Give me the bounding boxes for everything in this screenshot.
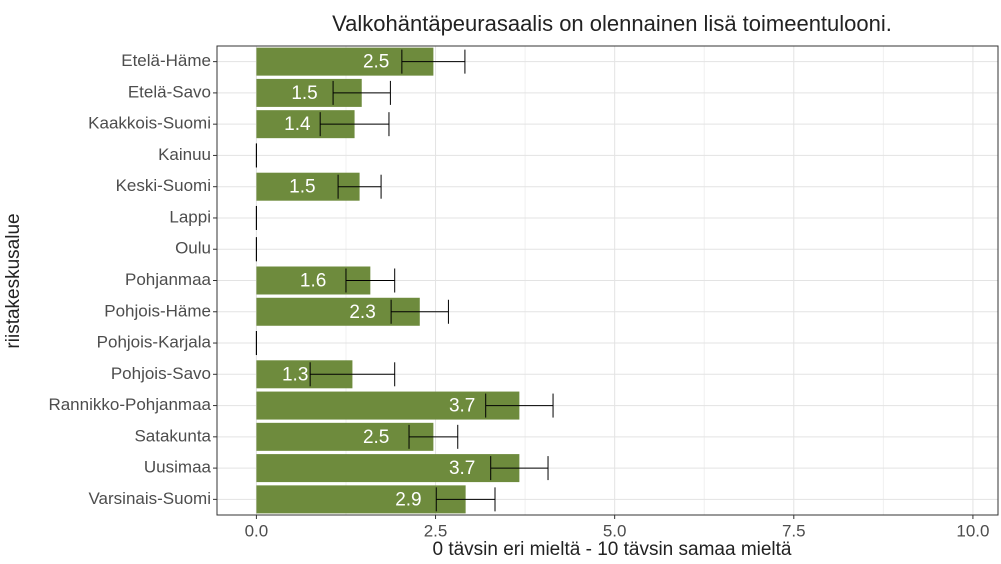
y-tick-label: Pohjois-Häme: [104, 301, 211, 320]
value-label: 2.5: [363, 52, 389, 73]
y-tick-label: Kainuu: [158, 145, 211, 164]
y-tick-label: Etelä-Savo: [128, 82, 211, 101]
y-tick-label: Rannikko-Pohjanmaa: [48, 395, 211, 414]
x-axis-title: 0 tävsin eri mieltä - 10 tävsin samaa mi…: [432, 539, 791, 560]
bar: [256, 422, 434, 451]
value-label: 1.6: [300, 271, 326, 292]
y-tick-label: Keski-Suomi: [116, 176, 211, 195]
y-tick-label: Kaakkois-Suomi: [88, 114, 211, 133]
x-tick-label: 5.0: [603, 521, 627, 540]
bar: [256, 485, 466, 514]
panel-border: [216, 45, 999, 516]
x-tick-label: 7.5: [782, 521, 806, 540]
value-label: 3.7: [449, 396, 475, 417]
value-label: 2.9: [395, 489, 421, 510]
value-label: 2.5: [363, 427, 389, 448]
y-tick-label: Etelä-Häme: [121, 51, 211, 70]
value-label: 3.7: [449, 458, 475, 479]
x-tick-label: 0.0: [245, 521, 269, 540]
value-label: 1.3: [282, 364, 308, 385]
y-tick-label: Uusimaa: [144, 458, 212, 477]
x-tick-label: 2.5: [424, 521, 448, 540]
value-label: 1.5: [289, 177, 315, 198]
value-label: 2.3: [349, 302, 375, 323]
bar: [256, 454, 520, 483]
y-axis-title: riistakeskusalue: [3, 213, 24, 348]
y-tick-label: Pohjois-Savo: [111, 364, 211, 383]
chart-title: Valkohäntäpeurasaalis on olennainen lisä…: [332, 11, 892, 36]
bar: [256, 391, 520, 420]
y-tick-label: Lappi: [169, 207, 211, 226]
y-tick-label: Varsinais-Suomi: [88, 489, 211, 508]
y-tick-label: Pohjois-Karjala: [97, 333, 212, 352]
y-tick-label: Pohjanmaa: [125, 270, 212, 289]
y-tick-label: Satakunta: [134, 426, 211, 445]
value-label: 1.4: [284, 114, 311, 135]
value-label: 1.5: [291, 83, 317, 104]
y-tick-label: Oulu: [175, 239, 211, 258]
x-tick-label: 10.0: [956, 521, 989, 540]
